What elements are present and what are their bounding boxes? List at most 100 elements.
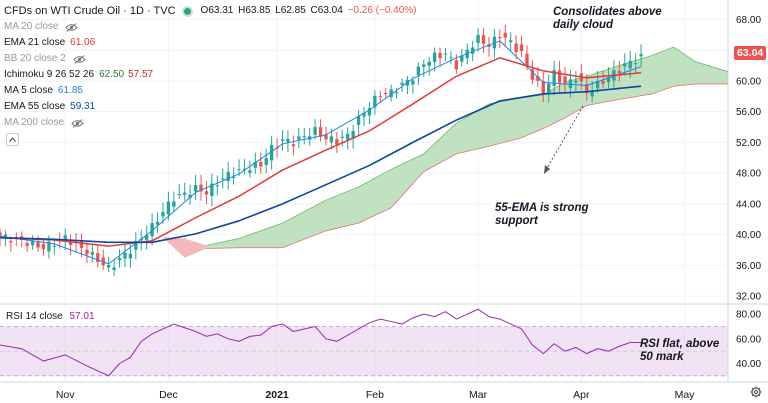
candle-body — [79, 241, 84, 248]
indicator-row[interactable]: EMA 55 close 59.31 — [4, 99, 419, 115]
candle-body — [193, 185, 198, 192]
price-tick-label: 48.00 — [736, 169, 761, 180]
candle-body — [264, 158, 268, 165]
candle-body — [204, 191, 209, 195]
indicator-row[interactable]: BB 20 close 2 — [4, 51, 419, 67]
annotation-ema55-support: 55-EMA is strong support — [495, 202, 589, 227]
candle-body — [389, 89, 393, 97]
indicator-row[interactable]: Ichimoku 9 26 52 26 62.50 57.57 — [4, 67, 419, 83]
senkou-span-a — [206, 46, 729, 246]
candle-body — [25, 243, 29, 246]
indicator-value: 62.50 — [99, 69, 125, 80]
price-tick-label: 68.00 — [736, 15, 761, 26]
candle-body — [188, 194, 192, 198]
candle-body — [68, 241, 73, 246]
candle-body — [530, 69, 535, 80]
indicator-row[interactable]: MA 20 close — [4, 19, 419, 35]
indicator-label: Ichimoku 9 26 52 26 — [4, 69, 95, 80]
price-tick-label: 60.00 — [736, 76, 761, 87]
candle-body — [416, 66, 421, 76]
indicator-row[interactable]: MA 200 close — [4, 115, 419, 131]
series-ema-21-close — [0, 57, 642, 247]
candle-body — [112, 267, 116, 271]
candle-body — [557, 70, 562, 83]
indicator-value: 61.85 — [57, 85, 83, 96]
candle-body — [454, 60, 459, 70]
candle-body — [177, 193, 181, 195]
senkou-span-b — [206, 83, 728, 249]
indicator-label: BB 20 close 2 — [4, 53, 66, 64]
candle-body — [633, 63, 638, 65]
candle-body — [628, 60, 632, 69]
candle-body — [460, 55, 464, 62]
candle-body — [519, 44, 524, 51]
candle-body — [318, 127, 323, 137]
open-value: O63.31 — [200, 5, 234, 16]
indicator-label: MA 5 close — [4, 85, 53, 96]
candle-body — [514, 43, 518, 53]
candle-body — [595, 80, 600, 89]
candle-body — [155, 221, 160, 225]
candle-body — [438, 52, 442, 59]
time-tick-label: Apr — [573, 389, 590, 401]
candle-body — [3, 234, 8, 237]
indicator-value-2: 57.57 — [128, 69, 154, 80]
candle-body — [340, 136, 344, 138]
candle-body — [96, 253, 100, 263]
price-tick-label: 40.00 — [736, 230, 761, 241]
collapse-legend-button[interactable] — [6, 133, 19, 146]
candle-body — [449, 57, 453, 59]
rsi-line — [0, 308, 642, 377]
candle-body — [183, 192, 187, 195]
high-value: H63.85 — [238, 5, 271, 16]
candle-body — [432, 52, 437, 63]
candle-body — [106, 265, 111, 268]
candle-body — [492, 36, 497, 49]
candle-body — [280, 139, 285, 141]
candle-body — [606, 77, 611, 83]
annotation-rsi-flat: RSI flat, above 50 mark — [640, 338, 720, 363]
candle-body — [503, 32, 507, 38]
series-ma-5-close — [0, 40, 642, 265]
candle-body — [476, 34, 480, 43]
rsi-tick-label: 60.00 — [736, 334, 761, 345]
close-value: C63.04 — [310, 5, 343, 16]
candle-body — [139, 238, 143, 241]
candle-body — [210, 183, 214, 197]
candle-body — [117, 257, 122, 261]
candle-body — [52, 245, 57, 247]
eye-off-icon[interactable] — [71, 118, 84, 128]
change-value: −0.26 (−0.40%) — [347, 5, 417, 16]
candle-body — [411, 80, 415, 85]
eye-off-icon[interactable] — [73, 54, 86, 64]
annotation-consolidates: Consolidates above daily cloud — [553, 6, 662, 31]
candle-body — [541, 81, 545, 95]
rsi-tick-label: 80.00 — [736, 310, 761, 321]
eye-off-icon[interactable] — [65, 22, 79, 32]
candle-body — [498, 37, 502, 39]
time-tick-label: Feb — [366, 389, 384, 401]
candle-body — [536, 76, 540, 81]
candle-body — [237, 169, 241, 171]
candle-body — [585, 84, 589, 94]
time-tick-label: Dec — [159, 389, 178, 401]
candle-body — [30, 240, 35, 246]
indicator-row[interactable]: EMA 21 close 61.06 — [4, 35, 419, 51]
candle-body — [0, 232, 2, 237]
candle-body — [242, 168, 247, 170]
candle-body — [639, 54, 643, 57]
candle-body — [226, 171, 230, 182]
candle-body — [313, 127, 317, 135]
indicator-row[interactable]: MA 5 close 61.85 — [4, 83, 419, 99]
candle-body — [63, 235, 67, 241]
indicator-value: 61.06 — [70, 37, 96, 48]
candle-body — [324, 134, 328, 140]
candle-body — [574, 80, 578, 83]
candle-body — [41, 244, 46, 250]
annotation-arrow — [545, 105, 584, 171]
rsi-tick-label: 40.00 — [736, 359, 761, 370]
candle-body — [90, 252, 95, 255]
gear-icon[interactable] — [750, 386, 762, 398]
candle-body — [259, 162, 263, 167]
